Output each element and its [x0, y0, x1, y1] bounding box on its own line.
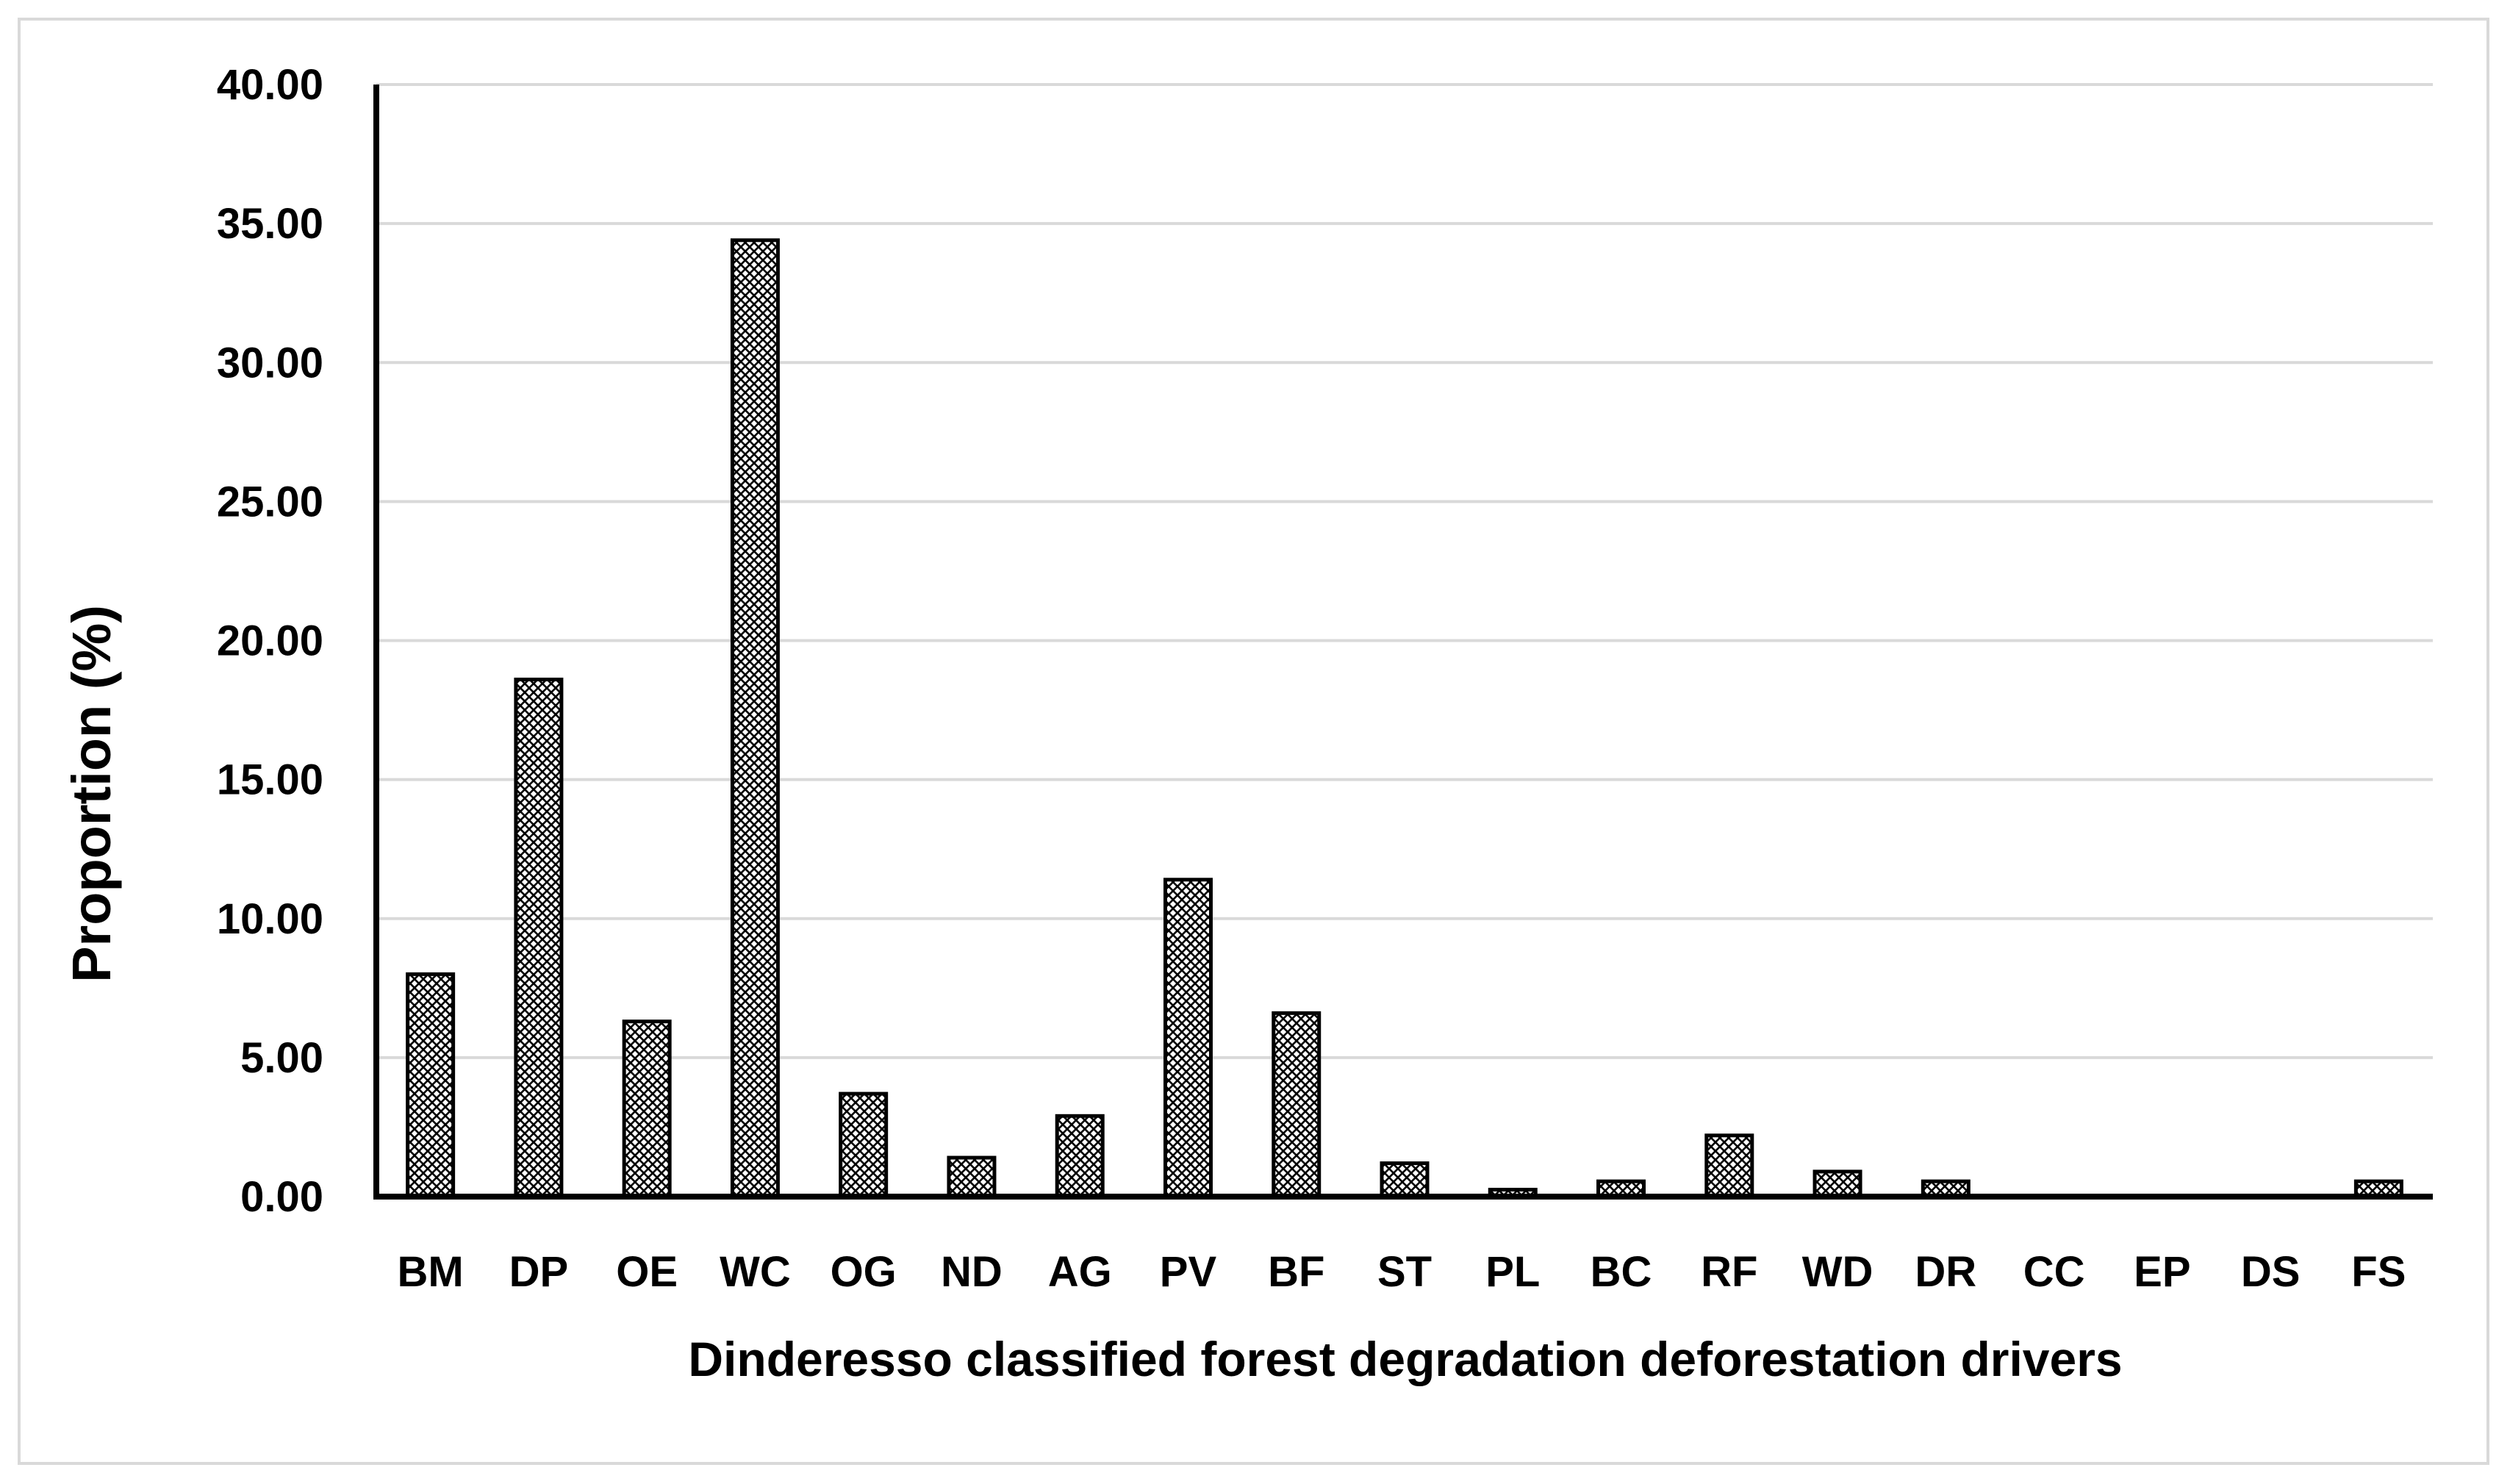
- x-tick-label-dr: DR: [1915, 1248, 1976, 1296]
- bar-ag: [1055, 1114, 1105, 1199]
- axes: [373, 85, 2433, 1200]
- x-tick-label-fs: FS: [2351, 1248, 2406, 1296]
- y-axis-title: Proportion (%): [61, 605, 122, 983]
- x-tick-label-ds: DS: [2241, 1248, 2301, 1296]
- x-tick-label-bm: BM: [398, 1248, 464, 1296]
- y-tick-label: 25.00: [217, 478, 323, 526]
- x-tick-label-bc: BC: [1591, 1248, 1652, 1296]
- bars: [406, 238, 2403, 1199]
- x-tick-label-og: OG: [831, 1248, 897, 1296]
- bar-og: [839, 1092, 889, 1199]
- y-tick-label: 20.00: [217, 617, 323, 665]
- x-tick-label-pv: PV: [1160, 1248, 1217, 1296]
- y-tick-label: 30.00: [217, 339, 323, 387]
- bar-st: [1380, 1161, 1430, 1199]
- y-tick-label: 5.00: [240, 1034, 323, 1082]
- x-tick-label-cc: CC: [2023, 1248, 2085, 1296]
- bar-nd: [947, 1155, 997, 1199]
- x-tick-label-oe: OE: [616, 1248, 678, 1296]
- chart-frame: [18, 18, 2489, 1465]
- bar-bm: [406, 972, 456, 1199]
- x-tick-label-dp: DP: [509, 1248, 569, 1296]
- x-tick-label-nd: ND: [941, 1248, 1003, 1296]
- x-tick-label-ep: EP: [2134, 1248, 2190, 1296]
- x-tick-label-st: ST: [1377, 1248, 1432, 1296]
- gridlines: [376, 83, 2433, 1059]
- bar-wd: [1812, 1169, 1862, 1199]
- y-tick-label: 10.00: [217, 895, 323, 943]
- x-tick-labels: BM DP OE WC OG ND AG PV BF ST PL BC RF WD DR CC EP DS FS: [398, 1248, 2406, 1296]
- y-tick-label: 15.00: [217, 756, 323, 804]
- x-tick-label-wc: WC: [720, 1248, 791, 1296]
- y-tick-label: 0.00: [240, 1173, 323, 1221]
- y-tick-label: 40.00: [217, 61, 323, 109]
- y-tick-label: 35.00: [217, 200, 323, 248]
- bar-oe: [622, 1019, 672, 1199]
- bar-wc: [730, 238, 780, 1199]
- x-tick-label-pl: PL: [1485, 1248, 1540, 1296]
- x-axis-title: Dinderesso classified forest degradation…: [688, 1332, 2122, 1386]
- bar-rf: [1704, 1133, 1754, 1199]
- x-tick-label-wd: WD: [1802, 1248, 1873, 1296]
- x-tick-label-rf: RF: [1701, 1248, 1757, 1296]
- bar-dp: [514, 677, 564, 1199]
- bar-bf: [1272, 1011, 1322, 1199]
- y-tick-labels: 0.00 5.00 10.00 15.00 20.00 25.00 30.00 35.00 40…: [217, 61, 323, 1221]
- x-tick-label-bf: BF: [1268, 1248, 1324, 1296]
- bar-pv: [1163, 878, 1213, 1199]
- x-tick-label-ag: AG: [1048, 1248, 1112, 1296]
